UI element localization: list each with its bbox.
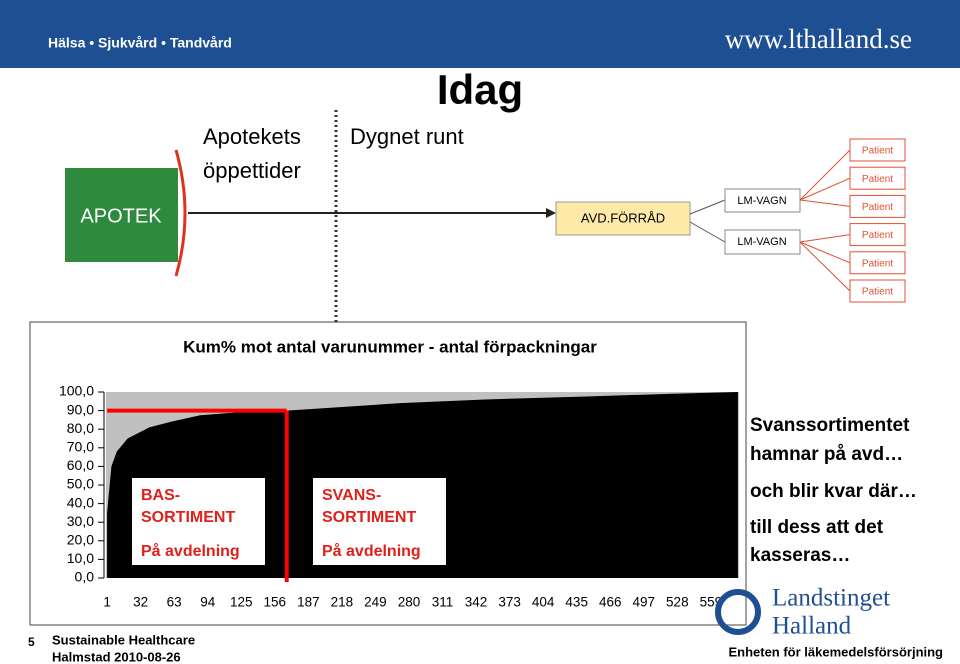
- patient-box: [849, 279, 906, 303]
- storage-label: AVD.FÖRRÅD: [581, 210, 665, 225]
- arrow: [689, 221, 726, 243]
- side-text: till dess att det: [750, 517, 884, 538]
- x-tick-label: 32: [133, 595, 148, 610]
- x-tick-label: 435: [565, 595, 588, 610]
- header-right: www.lthalland.se: [725, 24, 912, 54]
- y-tick-label: 100,0: [59, 383, 94, 399]
- x-tick-label: 156: [264, 595, 287, 610]
- side-text: och blir kvar där…: [750, 481, 917, 502]
- y-tick-label: 90,0: [67, 401, 94, 417]
- page-number: 5: [28, 635, 35, 649]
- storage-box: [555, 201, 691, 236]
- y-tick-label: 80,0: [67, 420, 94, 436]
- x-tick-label: 466: [599, 595, 622, 610]
- x-tick-label: 187: [297, 595, 320, 610]
- arrow: [799, 241, 851, 292]
- patient-label: Patient: [862, 287, 893, 298]
- x-tick-label: 94: [200, 595, 216, 610]
- apotek-label: APOTEK: [80, 205, 162, 227]
- logo-text: Halland: [772, 613, 852, 640]
- arrow-head: [546, 208, 556, 218]
- annotation-note: På avdelning: [322, 542, 421, 560]
- chart-title: Kum% mot antal varunummer - antal förpac…: [183, 337, 597, 356]
- y-tick-label: 40,0: [67, 494, 94, 510]
- x-tick-label: 218: [331, 595, 354, 610]
- patient-box: [849, 166, 906, 190]
- arrow: [689, 199, 726, 215]
- x-tick-label: 1: [103, 595, 111, 610]
- cart-label: LM-VAGN: [737, 195, 786, 207]
- footer-unit: Enheten för läkemedelsförsörjning: [728, 644, 943, 659]
- y-tick-label: 50,0: [67, 476, 94, 492]
- logo-mark: [715, 589, 761, 635]
- apotek-box: [65, 168, 178, 262]
- y-tick-label: 30,0: [67, 513, 94, 529]
- logo-text: Landstinget: [772, 585, 890, 612]
- hours-label: öppettider: [203, 158, 301, 183]
- header-band: [0, 0, 960, 68]
- footer-line: Sustainable Healthcare: [52, 632, 195, 647]
- patient-label: Patient: [862, 202, 893, 213]
- side-text: hamnar på avd…: [750, 444, 903, 465]
- x-tick-label: 249: [364, 595, 387, 610]
- side-text: Svanssortimentet: [750, 415, 910, 436]
- arrow: [799, 241, 851, 264]
- x-tick-label: 125: [230, 595, 253, 610]
- patient-label: Patient: [862, 230, 893, 241]
- arrow: [799, 199, 851, 207]
- patient-label: Patient: [862, 258, 893, 269]
- x-tick-label: 311: [432, 595, 454, 610]
- chart: 0,0 10,0 20,0 30,0 40,0 50,0 60,0 70,0 80,0 90,0 1…: [59, 383, 739, 610]
- bracket: [174, 149, 187, 277]
- cart-box: [724, 229, 801, 255]
- patient-label: Patient: [862, 174, 893, 185]
- annotation-text: BAS-: [141, 487, 180, 504]
- hours-value: Dygnet runt: [350, 124, 464, 149]
- patient-label: Patient: [862, 146, 893, 157]
- arrow: [799, 149, 851, 201]
- hours-label: Apotekets: [203, 124, 301, 149]
- annotation-text: SVANS-: [322, 487, 381, 504]
- annotation-box: [313, 478, 446, 565]
- patient-box: [849, 194, 906, 218]
- x-tick-label: 497: [633, 595, 656, 610]
- x-tick-label: 342: [465, 595, 488, 610]
- annotation-text: SORTIMENT: [322, 509, 416, 526]
- y-tick-label: 0,0: [75, 569, 95, 585]
- footer-line: Halmstad 2010-08-26: [52, 649, 181, 664]
- x-tick-label: 63: [167, 595, 182, 610]
- patient-box: [849, 138, 906, 162]
- cart-label: LM-VAGN: [737, 236, 786, 248]
- patient-box: [849, 223, 906, 247]
- annotation-box: [132, 478, 265, 565]
- patient-box: [849, 251, 906, 275]
- y-tick-label: 10,0: [67, 550, 94, 566]
- x-tick-label: 528: [666, 595, 689, 610]
- x-tick-label: 373: [498, 595, 521, 610]
- y-tick-label: 20,0: [67, 532, 94, 548]
- side-text: kasseras…: [750, 545, 850, 566]
- y-tick-label: 60,0: [67, 457, 94, 473]
- y-tick-label: 70,0: [67, 439, 94, 455]
- annotation-text: SORTIMENT: [141, 509, 235, 526]
- slide-title: Idag: [437, 66, 523, 113]
- x-tick-label: 280: [398, 595, 421, 610]
- x-tick-label: 404: [532, 595, 555, 610]
- header-left: Hälsa • Sjukvård • Tandvård: [48, 35, 232, 51]
- arrow: [799, 177, 851, 201]
- annotation-note: På avdelning: [141, 542, 240, 560]
- patients: Patient Patient Patient Patient Patient Patie…: [799, 138, 906, 303]
- arrow: [799, 234, 851, 243]
